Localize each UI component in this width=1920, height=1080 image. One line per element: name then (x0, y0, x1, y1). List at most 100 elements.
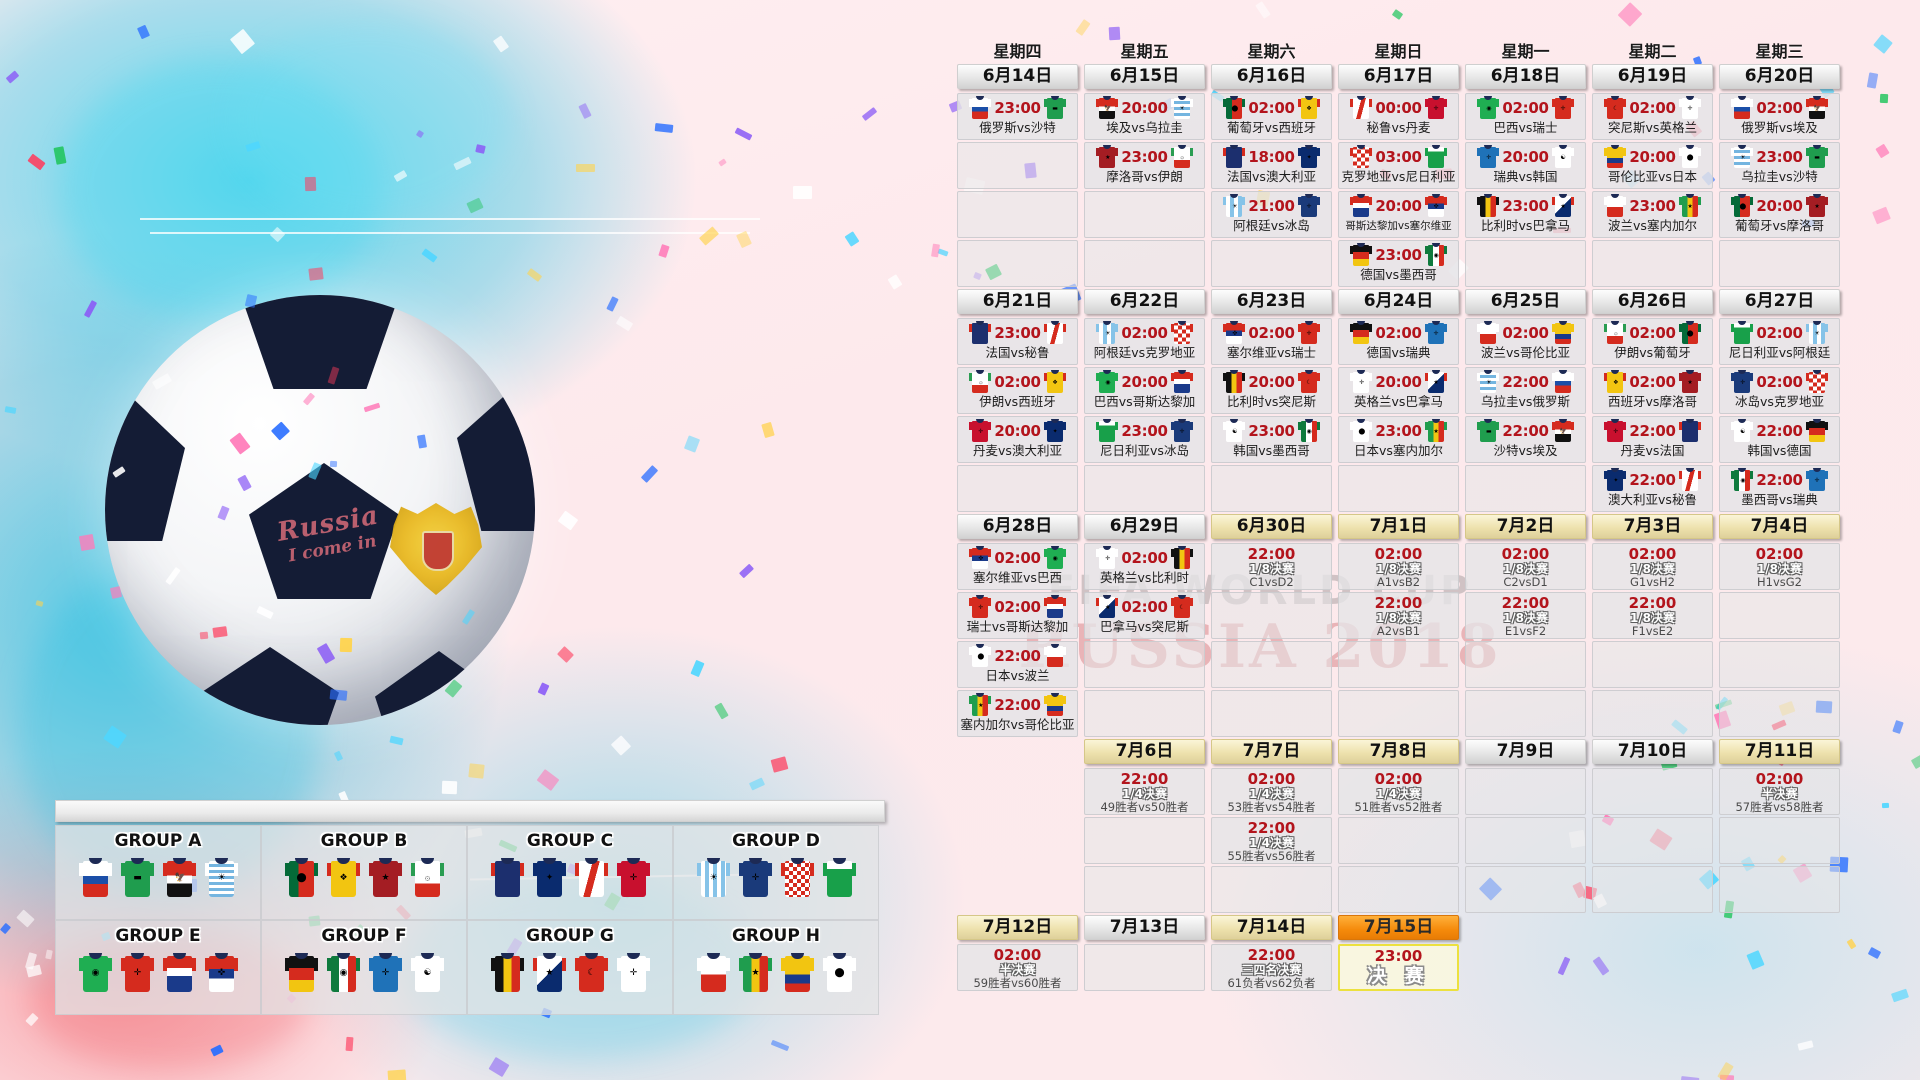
match-cell[interactable]: 23:00 ★ 波兰vs塞内加尔 (1592, 191, 1713, 238)
match-cell[interactable]: ☀ 21:00 ✛ 阿根廷vs冰岛 (1211, 191, 1332, 238)
match-cell[interactable]: 23:00 ◉ 德国vs墨西哥 (1338, 240, 1459, 287)
date-header[interactable]: 6月30日 (1211, 514, 1332, 539)
date-header[interactable]: 6月16日 (1211, 64, 1332, 89)
knockout-match-cell[interactable]: 22:00 1/8决赛 A2vsB1 (1338, 592, 1459, 639)
match-cell[interactable]: ✛ 20:00 ☯ 瑞典vs韩国 (1465, 142, 1586, 189)
date-header[interactable]: 6月29日 (1084, 514, 1205, 539)
final-match-cell[interactable]: 23:00 决 赛 (1338, 944, 1459, 991)
date-header[interactable]: 6月23日 (1211, 289, 1332, 314)
match-cell[interactable]: 02:00 ☀ 尼日利亚vs阿根廷 (1719, 318, 1840, 365)
knockout-match-cell[interactable]: 02:00 1/8决赛 C2vsD1 (1465, 543, 1586, 590)
knockout-match-cell[interactable]: 22:00 1/4决赛 55胜者vs56胜者 (1211, 817, 1332, 864)
match-cell[interactable]: 02:00 波兰vs哥伦比亚 (1465, 318, 1586, 365)
match-cell[interactable]: 23:00 ★ 比利时vs巴拿马 (1465, 191, 1586, 238)
match-cell[interactable]: 23:00 法国vs秘鲁 (957, 318, 1078, 365)
match-cell[interactable]: ☀ 22:00 乌拉圭vs俄罗斯 (1465, 367, 1586, 414)
match-cell[interactable]: ◉ 02:00 ✛ 巴西vs瑞士 (1465, 93, 1586, 140)
date-header[interactable]: 6月28日 (957, 514, 1078, 539)
date-header[interactable]: 7月9日 (1465, 739, 1586, 764)
match-cell[interactable]: 02:00 🦅 俄罗斯vs埃及 (1719, 93, 1840, 140)
match-cell[interactable]: ★ 02:00 ☾ 巴拿马vs突尼斯 (1084, 592, 1205, 639)
date-header[interactable]: 7月4日 (1719, 514, 1840, 539)
match-cell[interactable]: ۞ 02:00 ❖ 伊朗vs西班牙 (957, 367, 1078, 414)
match-cell[interactable]: ❖ 02:00 ★ 西班牙vs摩洛哥 (1592, 367, 1713, 414)
date-header[interactable]: 7月6日 (1084, 739, 1205, 764)
match-cell[interactable]: 02:00 ✛ 德国vs瑞典 (1338, 318, 1459, 365)
date-header[interactable]: 7月10日 (1592, 739, 1713, 764)
date-header[interactable]: 7月3日 (1592, 514, 1713, 539)
match-cell[interactable]: ⬤ 02:00 ❖ 葡萄牙vs西班牙 (1211, 93, 1332, 140)
match-cell[interactable]: ✛ 02:00 瑞士vs哥斯达黎加 (957, 592, 1078, 639)
match-cell[interactable]: ★ 23:00 ۞ 摩洛哥vs伊朗 (1084, 142, 1205, 189)
match-cell[interactable]: ✜ 02:00 ✛ 塞尔维亚vs瑞士 (1211, 318, 1332, 365)
match-cell[interactable]: ⬤ 22:00 日本vs波兰 (957, 641, 1078, 688)
match-cell[interactable]: 20:00 ✜ 哥斯达黎加vs塞尔维亚 (1338, 191, 1459, 238)
date-header[interactable]: 7月7日 (1211, 739, 1332, 764)
knockout-match-cell[interactable]: 22:00 1/8决赛 E1vsF2 (1465, 592, 1586, 639)
match-cell[interactable]: ✛ 02:00 英格兰vs比利时 (1084, 543, 1205, 590)
knockout-match-cell[interactable]: 02:00 半决赛 57胜者vs58胜者 (1719, 768, 1840, 815)
knockout-match-cell[interactable]: 02:00 半决赛 59胜者vs60胜者 (957, 944, 1078, 991)
match-cell[interactable]: 23:00 ✛ 尼日利亚vs冰岛 (1084, 416, 1205, 463)
match-cell[interactable]: 20:00 ☾ 比利时vs突尼斯 (1211, 367, 1332, 414)
date-header[interactable]: 6月27日 (1719, 289, 1840, 314)
match-cell[interactable]: 18:00 ✦ 法国vs澳大利亚 (1211, 142, 1332, 189)
group-box[interactable]: GROUP B ⬤ ❖ ★ ۞ (261, 825, 467, 920)
match-cell[interactable]: ▬ 22:00 🦅 沙特vs埃及 (1465, 416, 1586, 463)
knockout-match-cell[interactable]: 02:00 1/8决赛 G1vsH2 (1592, 543, 1713, 590)
match-cell[interactable]: 🦅 20:00 ☀ 埃及vs乌拉圭 (1084, 93, 1205, 140)
knockout-match-cell[interactable]: 02:00 1/4决赛 53胜者vs54胜者 (1211, 768, 1332, 815)
date-header[interactable]: 6月24日 (1338, 289, 1459, 314)
date-header[interactable]: 6月19日 (1592, 64, 1713, 89)
date-header[interactable]: 7月2日 (1465, 514, 1586, 539)
date-header[interactable]: 6月15日 (1084, 64, 1205, 89)
match-cell[interactable]: ✦ 22:00 澳大利亚vs秘鲁 (1592, 465, 1713, 512)
match-cell[interactable]: 03:00 克罗地亚vs尼日利亚 (1338, 142, 1459, 189)
date-header[interactable]: 6月14日 (957, 64, 1078, 89)
group-box[interactable]: GROUP D ☀ ✛ (673, 825, 879, 920)
group-box[interactable]: GROUP A ▬ 🦅 ☀ (55, 825, 261, 920)
match-cell[interactable]: ✛ 20:00 ✦ 丹麦vs澳大利亚 (957, 416, 1078, 463)
date-header[interactable]: 6月21日 (957, 289, 1078, 314)
knockout-match-cell[interactable]: 22:00 1/8决赛 F1vsE2 (1592, 592, 1713, 639)
match-cell[interactable]: ✛ 22:00 丹麦vs法国 (1592, 416, 1713, 463)
date-header[interactable]: 6月22日 (1084, 289, 1205, 314)
date-header[interactable]: 6月20日 (1719, 64, 1840, 89)
match-cell[interactable]: ☯ 22:00 韩国vs德国 (1719, 416, 1840, 463)
date-header[interactable]: 7月8日 (1338, 739, 1459, 764)
knockout-match-cell[interactable]: 22:00 1/4决赛 49胜者vs50胜者 (1084, 768, 1205, 815)
date-header[interactable]: 7月13日 (1084, 915, 1205, 940)
match-cell[interactable]: ✜ 02:00 ◉ 塞尔维亚vs巴西 (957, 543, 1078, 590)
knockout-match-cell[interactable]: 02:00 1/8决赛 H1vsG2 (1719, 543, 1840, 590)
match-cell[interactable]: ⬤ 23:00 ★ 日本vs塞内加尔 (1338, 416, 1459, 463)
date-header[interactable]: 7月12日 (957, 915, 1078, 940)
group-box[interactable]: GROUP F ◉ ✛ ☯ (261, 920, 467, 1015)
match-cell[interactable]: ◉ 22:00 ✛ 墨西哥vs瑞典 (1719, 465, 1840, 512)
match-cell[interactable]: 23:00 ▬ 俄罗斯vs沙特 (957, 93, 1078, 140)
group-box[interactable]: GROUP H ★ ⬤ (673, 920, 879, 1015)
knockout-match-cell[interactable]: 02:00 1/4决赛 51胜者vs52胜者 (1338, 768, 1459, 815)
knockout-match-cell[interactable]: 02:00 1/8决赛 A1vsB2 (1338, 543, 1459, 590)
match-cell[interactable]: ۞ 02:00 ⬤ 伊朗vs葡萄牙 (1592, 318, 1713, 365)
knockout-match-cell[interactable]: 22:00 三四名决赛 61负者vs62负者 (1211, 944, 1332, 991)
date-header[interactable]: 6月17日 (1338, 64, 1459, 89)
group-box[interactable]: GROUP G ★ ☾ ✛ (467, 920, 673, 1015)
match-cell[interactable]: 00:00 ✛ 秘鲁vs丹麦 (1338, 93, 1459, 140)
date-header[interactable]: 7月1日 (1338, 514, 1459, 539)
group-box[interactable]: GROUP E ◉ ✛ ✜ (55, 920, 261, 1015)
date-header[interactable]: 6月25日 (1465, 289, 1586, 314)
date-header[interactable]: 7月15日 (1338, 915, 1459, 940)
match-cell[interactable]: ★ 22:00 塞内加尔vs哥伦比亚 (957, 690, 1078, 737)
match-cell[interactable]: ✛ 02:00 冰岛vs克罗地亚 (1719, 367, 1840, 414)
date-header[interactable]: 7月14日 (1211, 915, 1332, 940)
date-header[interactable]: 6月26日 (1592, 289, 1713, 314)
match-cell[interactable]: ☀ 23:00 ▬ 乌拉圭vs沙特 (1719, 142, 1840, 189)
match-cell[interactable]: ⬤ 20:00 ★ 葡萄牙vs摩洛哥 (1719, 191, 1840, 238)
date-header[interactable]: 7月11日 (1719, 739, 1840, 764)
knockout-match-cell[interactable]: 22:00 1/8决赛 C1vsD2 (1211, 543, 1332, 590)
match-cell[interactable]: 20:00 ⬤ 哥伦比亚vs日本 (1592, 142, 1713, 189)
match-cell[interactable]: ◉ 20:00 巴西vs哥斯达黎加 (1084, 367, 1205, 414)
date-header[interactable]: 6月18日 (1465, 64, 1586, 89)
match-cell[interactable]: ☯ 23:00 ◉ 韩国vs墨西哥 (1211, 416, 1332, 463)
match-cell[interactable]: ☾ 02:00 ✛ 突尼斯vs英格兰 (1592, 93, 1713, 140)
